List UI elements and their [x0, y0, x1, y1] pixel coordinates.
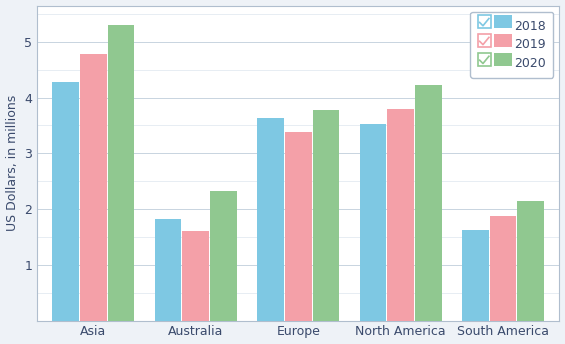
- Bar: [108, 25, 134, 321]
- Bar: [312, 110, 339, 321]
- Bar: [415, 85, 442, 321]
- Bar: [182, 232, 209, 321]
- Bar: [388, 109, 414, 321]
- Bar: [360, 124, 386, 321]
- Bar: [285, 132, 311, 321]
- Bar: [53, 82, 79, 321]
- Bar: [80, 54, 107, 321]
- Bar: [155, 218, 181, 321]
- Bar: [462, 230, 489, 321]
- Bar: [257, 118, 284, 321]
- Y-axis label: US Dollars, in millions: US Dollars, in millions: [6, 95, 19, 231]
- Bar: [490, 216, 516, 321]
- Bar: [210, 191, 237, 321]
- Legend: 2018, 2019, 2020: 2018, 2019, 2020: [470, 12, 553, 78]
- Bar: [518, 201, 544, 321]
